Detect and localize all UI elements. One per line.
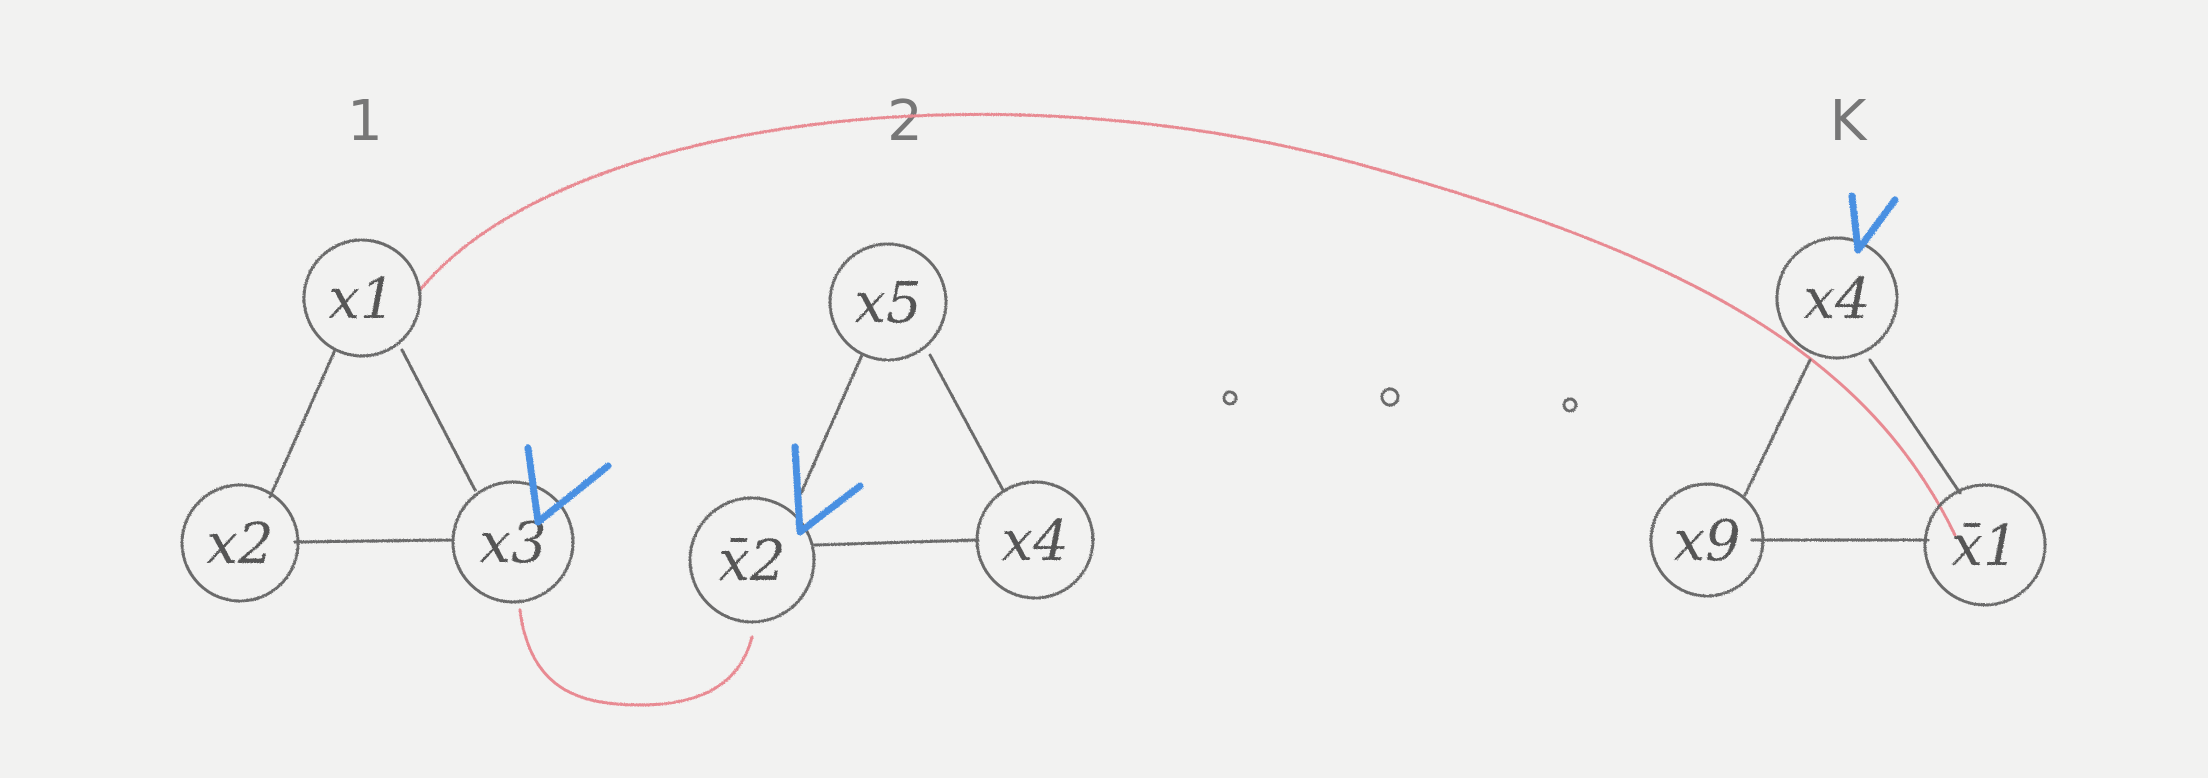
- node-x4-k: x4: [1775, 236, 1899, 360]
- svg-text:x2: x2: [206, 512, 273, 577]
- node-x9: x9: [1649, 482, 1765, 598]
- node-x3: x3: [451, 480, 575, 604]
- node-x4: x4: [975, 480, 1095, 600]
- group-label-2: 2: [887, 89, 923, 154]
- svg-text:x1: x1: [328, 267, 395, 332]
- check-icon: [791, 443, 864, 536]
- group-k-edges: [1743, 358, 1962, 542]
- svg-text:x̄1: x̄1: [1951, 514, 2018, 579]
- ellipsis-dots: [1222, 387, 1578, 413]
- group-label-1: 1: [347, 89, 383, 154]
- svg-text:x9: x9: [1673, 509, 1740, 574]
- group-label-k: K: [1830, 89, 1868, 154]
- check-icon: [1848, 192, 1899, 254]
- svg-text:x̄2: x̄2: [718, 529, 785, 594]
- node-x1: x1: [302, 238, 422, 358]
- svg-text:x5: x5: [854, 271, 921, 336]
- node-xbar1: x̄1: [1923, 483, 2047, 607]
- link-x3-to-xbar2: [518, 608, 754, 707]
- svg-text:x4: x4: [1001, 509, 1068, 574]
- group-1-edges: [268, 348, 477, 544]
- node-x5: x5: [828, 242, 948, 362]
- node-xbar2: x̄2: [688, 496, 816, 624]
- node-x2: x2: [180, 483, 300, 603]
- check-icon: [524, 444, 612, 526]
- svg-text:x4: x4: [1803, 267, 1870, 332]
- link-x1-to-xbar1: [418, 112, 1957, 537]
- group-2-edges: [796, 353, 1005, 547]
